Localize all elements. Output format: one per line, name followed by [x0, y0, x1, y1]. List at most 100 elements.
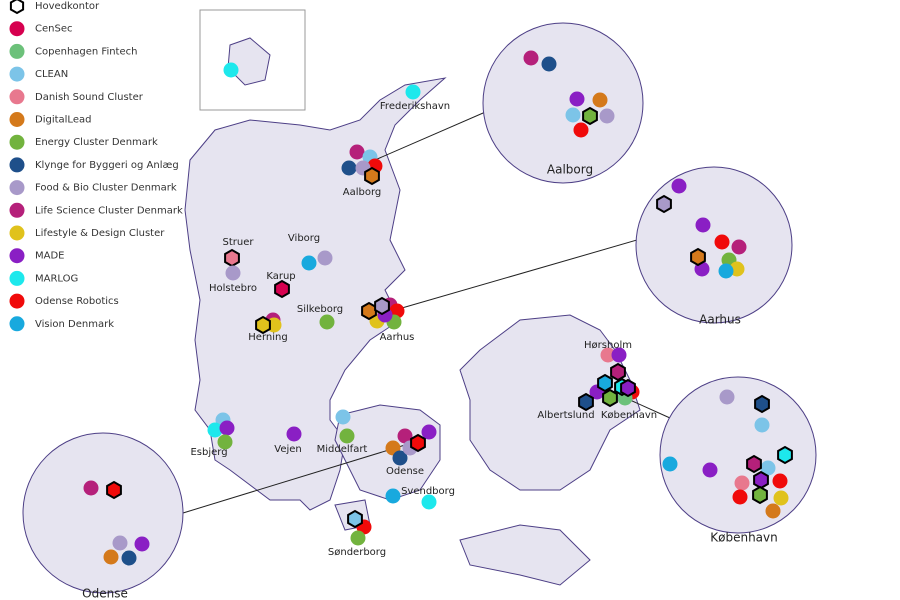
headquarters-marker [746, 454, 762, 474]
city-label: Herning [248, 332, 287, 343]
cluster-marker [732, 489, 748, 505]
city-label: Aalborg [343, 187, 382, 198]
legend: Hovedkontor CenSec Copenhagen Fintech CLEAN… [9, 0, 183, 332]
headquarters-marker [752, 485, 768, 505]
cluster-marker [734, 475, 750, 491]
cluster-marker [421, 494, 437, 510]
cluster-marker [592, 92, 608, 108]
cluster-marker [121, 550, 137, 566]
cluster-marker [317, 250, 333, 266]
legend-swatch [9, 270, 25, 286]
markers [83, 50, 793, 566]
legend-label: MARLOG [35, 273, 78, 284]
jutland [184, 77, 447, 511]
legend-swatch [9, 180, 25, 196]
cluster-marker [600, 347, 616, 363]
cluster-marker [219, 420, 235, 436]
cluster-marker [671, 178, 687, 194]
cluster-marker [335, 409, 351, 425]
inset-label: København [710, 531, 777, 545]
cluster-marker [339, 428, 355, 444]
cluster-marker [714, 234, 730, 250]
city-label: Karup [266, 271, 295, 282]
legend-swatch [9, 293, 25, 309]
legend-swatch [9, 66, 25, 82]
headquarters-marker [106, 480, 122, 500]
cluster-marker [702, 462, 718, 478]
legend-label: Klynge for Byggeri og Anlæg [35, 160, 179, 171]
cluster-marker [286, 426, 302, 442]
legend-label: Odense Robotics [35, 296, 119, 307]
cluster-marker [541, 56, 557, 72]
headquarters-marker [255, 315, 271, 335]
headquarters-marker [364, 166, 380, 186]
inset-circle [482, 22, 644, 184]
cluster-marker [350, 530, 366, 546]
legend-label: Hovedkontor [35, 1, 100, 12]
headquarters-marker [610, 362, 626, 382]
legend-swatch [9, 157, 25, 173]
headquarters-marker [620, 378, 636, 398]
city-label: Odense [386, 466, 424, 477]
legend-label: Copenhagen Fintech [35, 46, 137, 57]
city-label: Vejen [274, 444, 302, 455]
inset-circle [22, 432, 184, 594]
city-label: Struer [223, 237, 255, 248]
cluster-marker [718, 263, 734, 279]
insets [22, 22, 817, 594]
link [182, 444, 406, 514]
cluster-marker [341, 160, 357, 176]
cluster-marker [611, 347, 627, 363]
city-label: Holstebro [209, 283, 257, 294]
legend-swatch [9, 202, 25, 218]
city-label: Silkeborg [297, 304, 343, 315]
city-label: Esbjerg [190, 447, 227, 458]
legend-label: Life Science Cluster Denmark [35, 205, 183, 216]
cluster-marker [319, 314, 335, 330]
legend-label: Lifestyle & Design Cluster [35, 228, 165, 239]
legend-label: DigitalLead [35, 115, 91, 126]
city-label: Svendborg [401, 486, 455, 497]
legend-label: Food & Bio Cluster Denmark [35, 183, 177, 194]
cluster-marker [760, 460, 776, 476]
cluster-marker [719, 389, 735, 405]
cluster-marker [134, 536, 150, 552]
city-label: København [601, 410, 657, 421]
cluster-marker [569, 91, 585, 107]
headquarters-marker [274, 279, 290, 299]
cluster-marker [772, 473, 788, 489]
cluster-marker [523, 50, 539, 66]
headquarters-marker [410, 433, 426, 453]
lolland-falster [459, 524, 591, 586]
cluster-marker [731, 239, 747, 255]
legend-label: CLEAN [35, 69, 68, 80]
cluster-marker [223, 62, 239, 78]
inset-links [182, 109, 671, 514]
cluster-marker [765, 503, 781, 519]
headquarters-marker [656, 194, 672, 214]
city-label: Albertslund [537, 410, 594, 421]
cluster-marker [754, 417, 770, 433]
headquarters-marker [224, 248, 240, 268]
headquarters-marker [582, 106, 598, 126]
cluster-marker [225, 265, 241, 281]
legend-swatch [9, 248, 25, 264]
cluster-marker [392, 450, 408, 466]
legend-swatch [9, 89, 25, 105]
inset-circle [635, 166, 793, 324]
legend-label: CenSec [35, 24, 72, 35]
headquarters-marker [602, 388, 618, 408]
headquarters-marker [578, 392, 594, 412]
headquarters-marker [347, 509, 363, 529]
city-label: Viborg [288, 233, 320, 244]
zealand [459, 314, 641, 491]
link [394, 239, 638, 311]
cluster-marker [405, 84, 421, 100]
cluster-marker [349, 144, 365, 160]
legend-label: Vision Denmark [35, 319, 114, 330]
link [629, 399, 671, 419]
legend-label: Danish Sound Cluster [35, 92, 144, 103]
city-label: Sønderborg [328, 547, 386, 558]
cluster-marker [103, 549, 119, 565]
cluster-marker [83, 480, 99, 496]
